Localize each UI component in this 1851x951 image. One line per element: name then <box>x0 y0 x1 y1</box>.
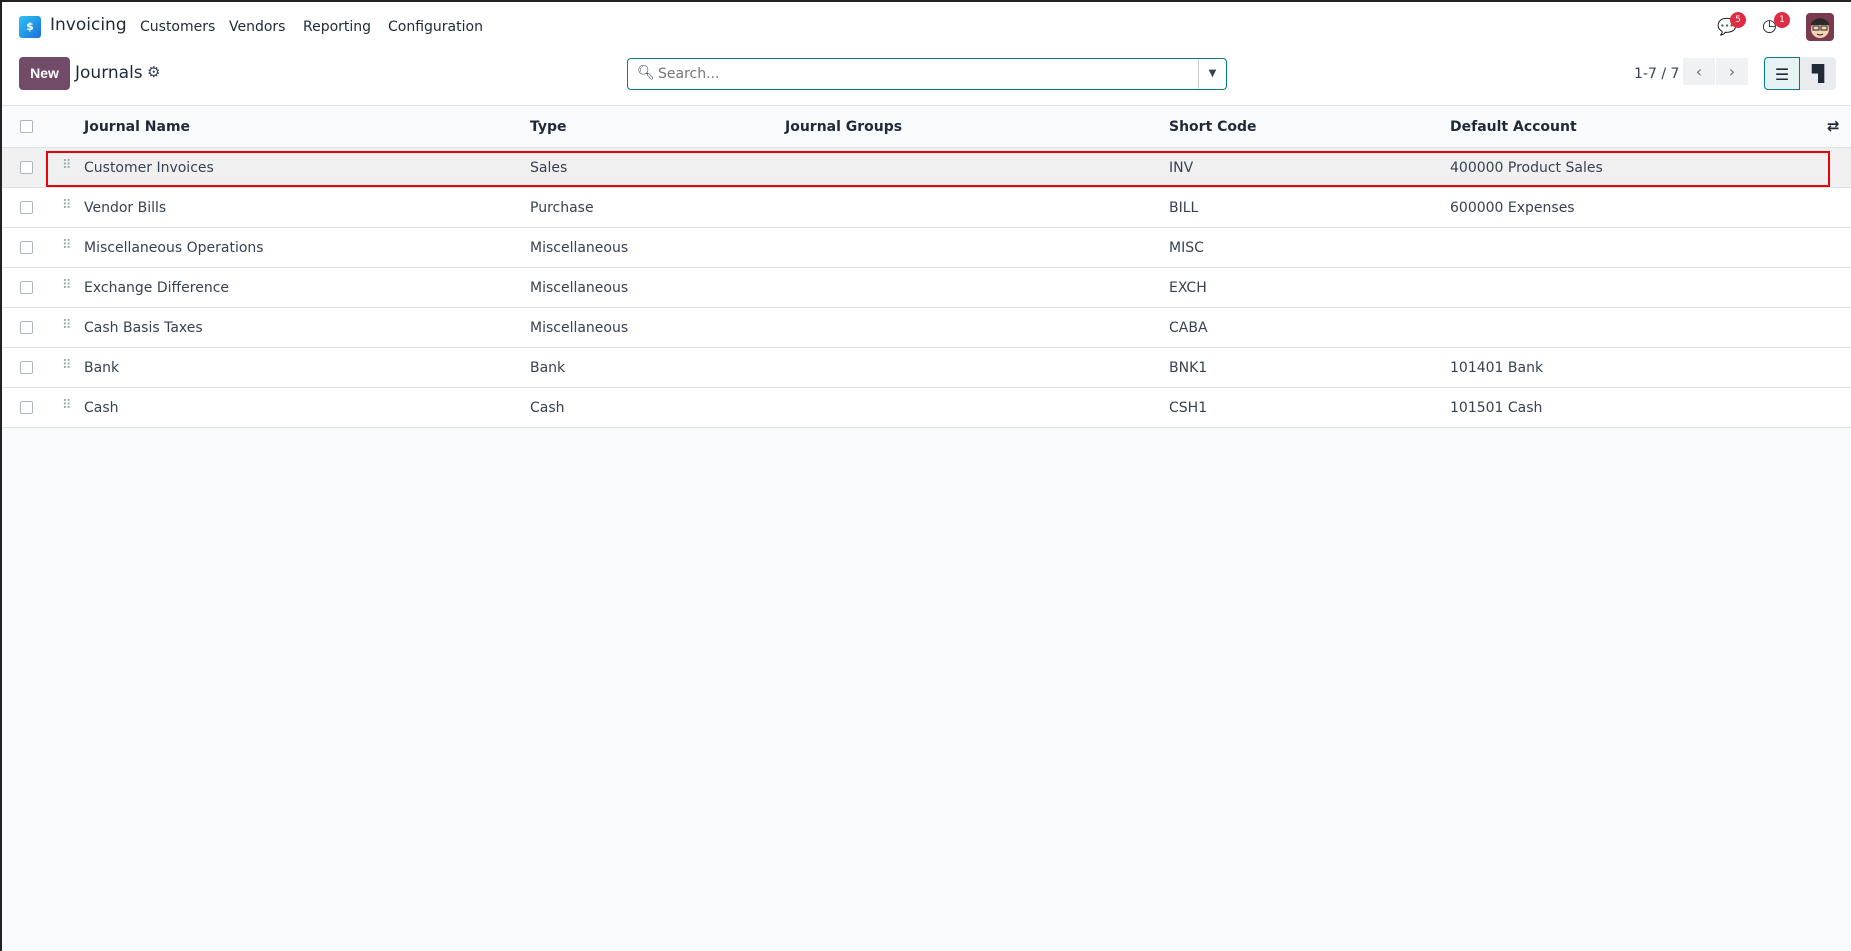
journal-type: Cash <box>530 400 565 416</box>
kanban-view-button[interactable]: ▜ <box>1800 57 1836 90</box>
table-row[interactable]: ⠿ Cash Basis Taxes Miscellaneous CABA <box>2 308 1851 348</box>
drag-handle-icon[interactable]: ⠿ <box>62 358 71 373</box>
journal-name: Customer Invoices <box>84 160 214 176</box>
table-row[interactable]: ⠿ Vendor Bills Purchase BILL 600000 Expe… <box>2 188 1851 228</box>
column-journal-groups[interactable]: Journal Groups <box>785 119 903 135</box>
journal-name: Bank <box>84 360 120 376</box>
menu-reporting[interactable]: Reporting <box>303 19 372 35</box>
column-type[interactable]: Type <box>530 119 567 135</box>
journal-type: Sales <box>530 160 568 176</box>
drag-handle-icon[interactable]: ⠿ <box>62 318 71 333</box>
journal-type: Miscellaneous <box>530 320 629 336</box>
short-code: BNK1 <box>1169 360 1208 376</box>
drag-handle-icon[interactable]: ⠿ <box>62 238 71 253</box>
clock-icon[interactable]: ◷ <box>1762 16 1777 36</box>
drag-handle-icon[interactable]: ⠿ <box>62 158 71 173</box>
list-view-button[interactable]: ☰ <box>1764 57 1800 90</box>
table-row[interactable]: ⠿ Customer Invoices Sales INV 400000 Pro… <box>2 148 1851 188</box>
journal-type: Bank <box>530 360 566 376</box>
default-account: 101501 Cash <box>1450 400 1543 416</box>
activities-badge: 1 <box>1774 12 1790 28</box>
table-header: Journal Name Type Journal Groups Short C… <box>2 107 1851 148</box>
default-account: 400000 Product Sales <box>1450 160 1603 176</box>
journal-type: Purchase <box>530 200 594 216</box>
table-row[interactable]: ⠿ Cash Cash CSH1 101501 Cash <box>2 388 1851 428</box>
messages-badge: 5 <box>1730 12 1746 28</box>
table-row[interactable]: ⠿ Bank Bank BNK1 101401 Bank <box>2 348 1851 388</box>
journal-name: Miscellaneous Operations <box>84 240 264 256</box>
optional-columns-icon[interactable]: ⇄ <box>1827 117 1840 135</box>
menu-customers[interactable]: Customers <box>140 19 216 35</box>
column-journal-name[interactable]: Journal Name <box>84 119 191 135</box>
search-options-dropdown-icon[interactable]: ▼ <box>1198 59 1226 89</box>
new-button[interactable]: New <box>19 57 70 90</box>
search-icon: 🔍︎ <box>637 65 655 81</box>
pager-value[interactable]: 1-7 / 7 <box>1634 66 1680 82</box>
column-short-code[interactable]: Short Code <box>1169 119 1257 135</box>
user-avatar[interactable] <box>1806 13 1834 41</box>
table-row[interactable]: ⠿ Exchange Difference Miscellaneous EXCH <box>2 268 1851 308</box>
journal-type: Miscellaneous <box>530 240 629 256</box>
journal-type: Miscellaneous <box>530 280 629 296</box>
default-account: 600000 Expenses <box>1450 200 1575 216</box>
app-name[interactable]: Invoicing <box>50 15 127 35</box>
short-code: BILL <box>1169 200 1199 216</box>
table-row[interactable]: ⠿ Miscellaneous Operations Miscellaneous… <box>2 228 1851 268</box>
drag-handle-icon[interactable]: ⠿ <box>62 398 71 413</box>
drag-handle-icon[interactable]: ⠿ <box>62 278 71 293</box>
row-checkbox[interactable] <box>20 201 33 214</box>
journal-name: Vendor Bills <box>84 200 167 216</box>
search-bar: 🔍︎ ▼ <box>627 58 1227 90</box>
row-checkbox[interactable] <box>20 241 33 254</box>
row-checkbox[interactable] <box>20 321 33 334</box>
select-all-checkbox[interactable] <box>20 120 33 133</box>
page-title: Journals <box>75 63 143 83</box>
short-code: CSH1 <box>1169 400 1208 416</box>
short-code: MISC <box>1169 240 1204 256</box>
journal-name: Exchange Difference <box>84 280 230 296</box>
top-navbar: $ Invoicing Customers Vendors Reporting … <box>2 2 1851 52</box>
journal-name: Cash <box>84 400 119 416</box>
menu-configuration[interactable]: Configuration <box>388 19 483 35</box>
short-code: CABA <box>1169 320 1208 336</box>
short-code: EXCH <box>1169 280 1207 296</box>
row-checkbox[interactable] <box>20 361 33 374</box>
menu-vendors[interactable]: Vendors <box>229 19 286 35</box>
search-input[interactable] <box>658 64 1178 84</box>
journal-name: Cash Basis Taxes <box>84 320 203 336</box>
column-default-account[interactable]: Default Account <box>1450 119 1577 135</box>
gear-icon[interactable]: ⚙ <box>147 63 161 81</box>
row-checkbox[interactable] <box>20 161 33 174</box>
row-checkbox[interactable] <box>20 281 33 294</box>
row-checkbox[interactable] <box>20 401 33 414</box>
control-panel: New Journals ⚙ 🔍︎ ▼ 1-7 / 7 ‹ › ☰ ▜ <box>2 52 1851 106</box>
default-account: 101401 Bank <box>1450 360 1544 376</box>
invoicing-logo-icon[interactable]: $ <box>19 16 41 38</box>
short-code: INV <box>1169 160 1194 176</box>
previous-page-button[interactable]: ‹ <box>1683 58 1715 85</box>
next-page-button[interactable]: › <box>1716 58 1748 85</box>
drag-handle-icon[interactable]: ⠿ <box>62 198 71 213</box>
